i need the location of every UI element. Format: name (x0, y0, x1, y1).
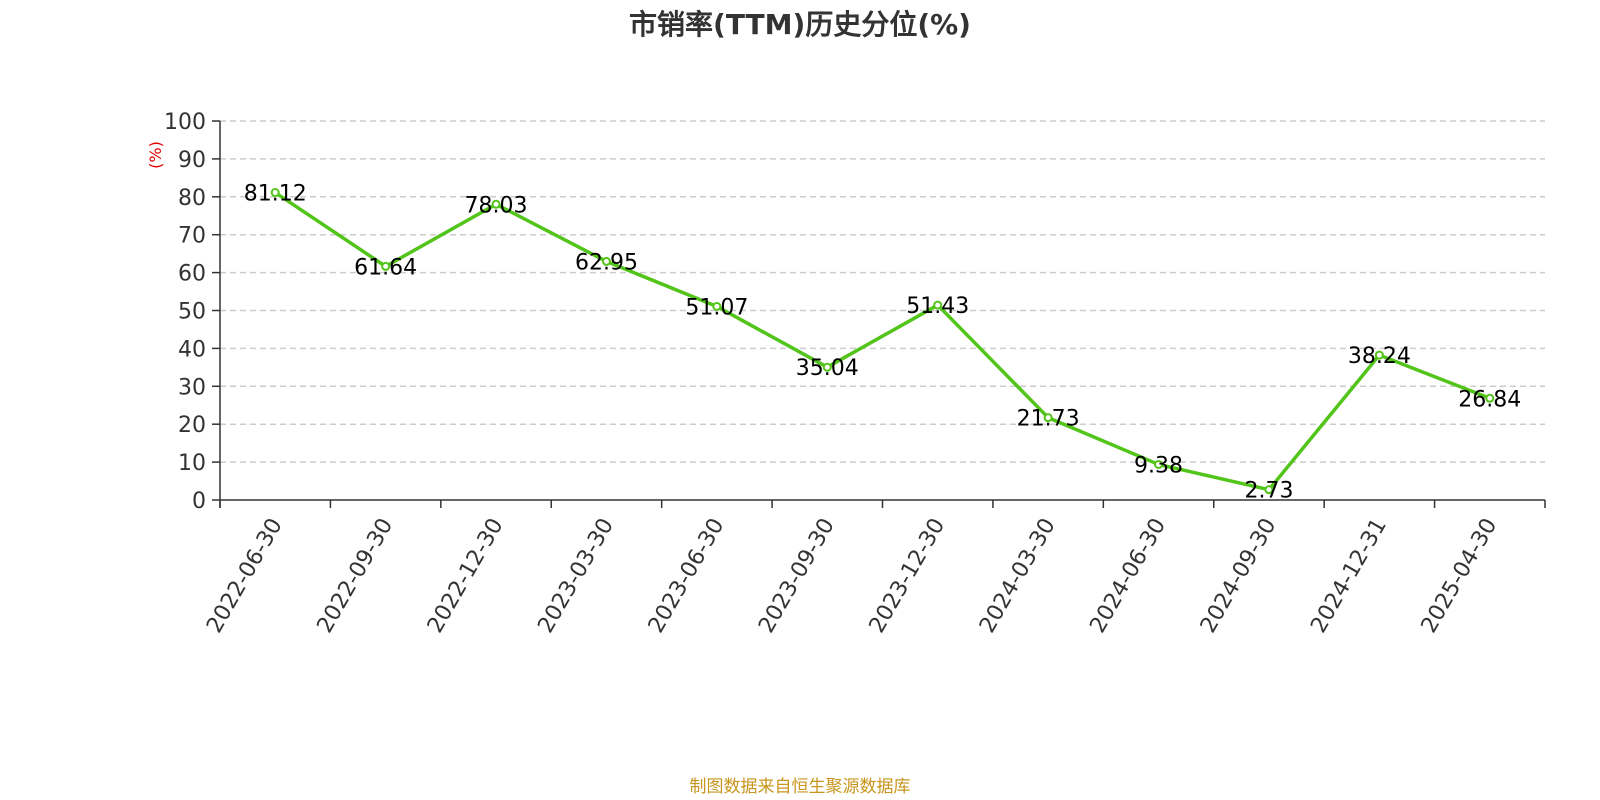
y-tick-label: 100 (164, 110, 206, 135)
x-tick-label: 2022-06-30 (202, 514, 288, 637)
data-label: 35.04 (796, 356, 859, 381)
y-tick-label: 60 (178, 262, 206, 287)
x-tick-label: 2023-09-30 (754, 514, 840, 637)
data-label: 9.38 (1134, 453, 1183, 478)
data-series (270, 188, 1495, 495)
data-label: 81.12 (244, 182, 307, 207)
x-tick-label: 2023-03-30 (533, 514, 619, 637)
x-tick-label: 2022-09-30 (313, 514, 399, 637)
data-label: 2.73 (1244, 479, 1293, 504)
data-point[interactable] (1154, 459, 1164, 469)
data-point[interactable] (270, 188, 280, 198)
data-label: 21.73 (1017, 407, 1080, 432)
x-tick-label: 2024-06-30 (1085, 514, 1171, 637)
data-point[interactable] (601, 256, 611, 266)
data-point[interactable] (1264, 485, 1274, 495)
chart-title: 市销率(TTM)历史分位(%) (629, 8, 971, 41)
data-point[interactable] (712, 301, 722, 311)
data-label: 26.84 (1458, 387, 1521, 412)
data-labels: 81.12 61.64 78.03 62.95 51.07 35.04 51.43 21.73… (244, 182, 1522, 504)
y-axis-label: (%) (146, 141, 165, 169)
data-label: 78.03 (465, 193, 528, 218)
data-point[interactable] (933, 300, 943, 310)
y-tick-label: 80 (178, 186, 206, 211)
x-tick-label: 2024-12-31 (1306, 514, 1392, 637)
y-tick-label: 0 (192, 489, 206, 514)
x-tick-label: 2024-09-30 (1196, 514, 1282, 637)
y-tick-label: 70 (178, 224, 206, 249)
y-tick-label: 90 (178, 148, 206, 173)
data-point[interactable] (1374, 350, 1384, 360)
y-tick-label: 20 (178, 413, 206, 438)
y-tick-label: 40 (178, 337, 206, 362)
data-point[interactable] (1485, 393, 1495, 403)
data-label: 51.43 (906, 294, 969, 319)
gridlines (220, 120, 1545, 463)
x-tick-label: 2024-03-30 (975, 514, 1061, 637)
data-label: 51.07 (685, 295, 748, 320)
y-tick-label: 50 (178, 300, 206, 325)
data-label: 61.64 (354, 255, 417, 280)
x-tick-label: 2023-06-30 (644, 514, 730, 637)
series-line (274, 191, 1491, 492)
data-point[interactable] (822, 362, 832, 372)
y-tick-label: 10 (178, 451, 206, 476)
y-tick-label: 30 (178, 375, 206, 400)
data-label: 62.95 (575, 250, 638, 275)
data-point[interactable] (1043, 413, 1053, 423)
x-tick-label: 2025-04-30 (1417, 514, 1503, 637)
data-point[interactable] (491, 199, 501, 209)
data-point[interactable] (381, 261, 391, 271)
x-tick-label: 2022-12-30 (423, 514, 509, 637)
source-note: 制图数据来自恒生聚源数据库 (690, 777, 911, 797)
data-label: 38.24 (1348, 344, 1411, 369)
x-tick-label: 2023-12-30 (865, 514, 951, 637)
